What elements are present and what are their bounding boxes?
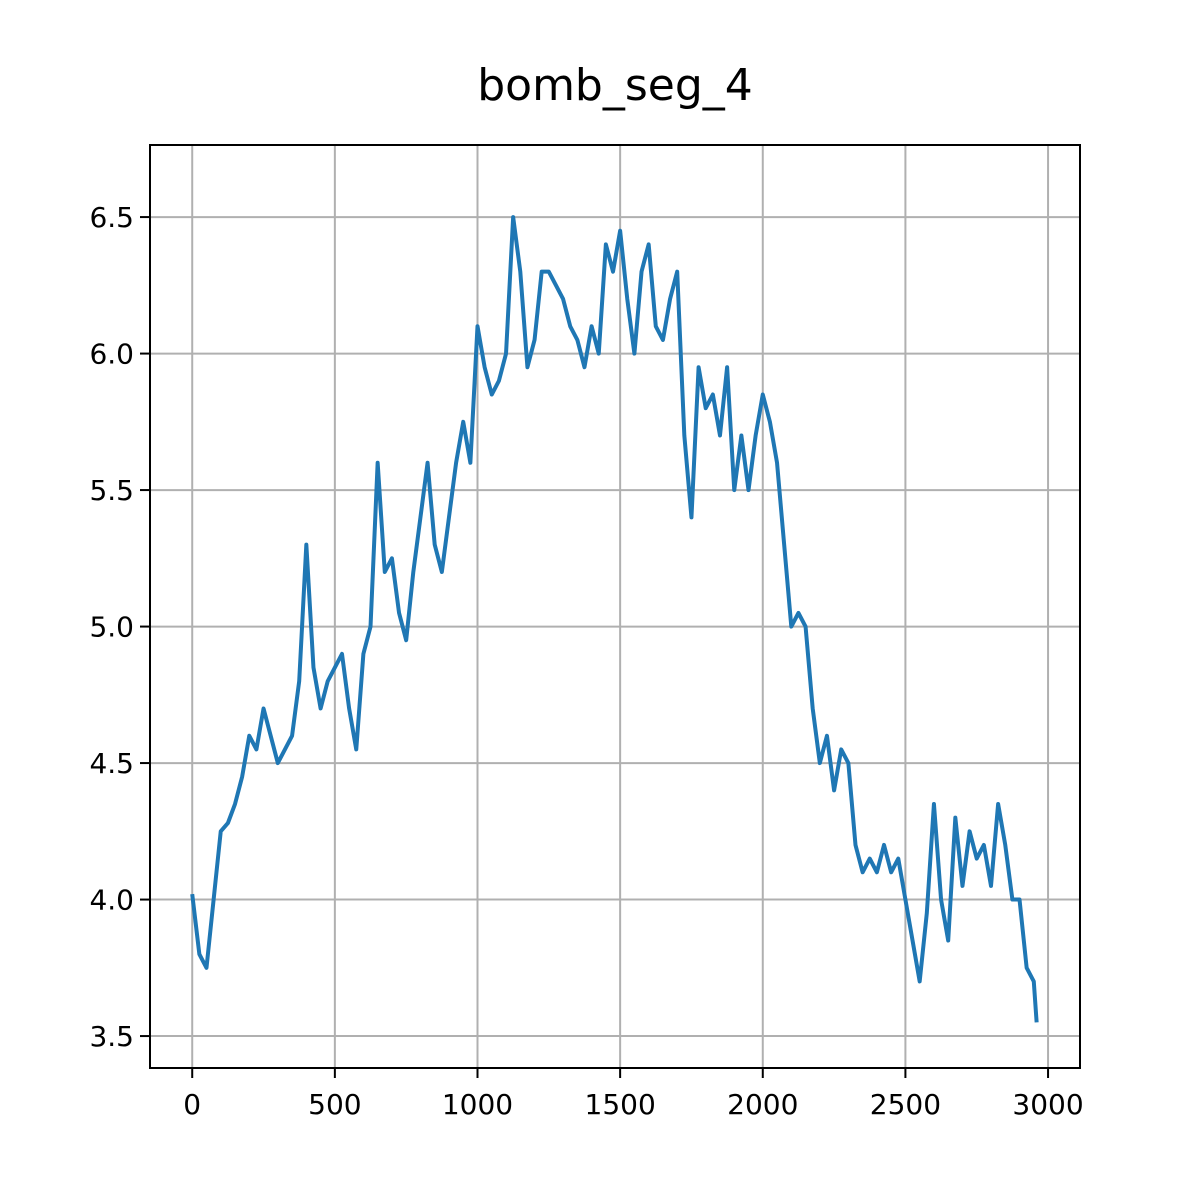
x-tick-label: 1500: [585, 1088, 656, 1121]
x-tick-label: 3000: [1012, 1088, 1083, 1121]
chart-title: bomb_seg_4: [477, 60, 753, 111]
y-tick-label: 5.5: [89, 474, 134, 507]
x-tick-label: 0: [183, 1088, 201, 1121]
x-tick-label: 1000: [442, 1088, 513, 1121]
y-tick-label: 5.0: [89, 611, 134, 644]
x-tick-label: 2000: [727, 1088, 798, 1121]
y-tick-label: 6.5: [89, 201, 134, 234]
y-tick-label: 4.5: [89, 747, 134, 780]
x-tick-label: 2500: [870, 1088, 941, 1121]
x-tick-label: 500: [308, 1088, 361, 1121]
data-line: [190, 215, 1039, 1023]
y-tick-label: 3.5: [89, 1020, 134, 1053]
y-tick-label: 6.0: [89, 338, 134, 371]
plot-frame: [149, 144, 1081, 1069]
y-tick-label: 4.0: [89, 884, 134, 917]
